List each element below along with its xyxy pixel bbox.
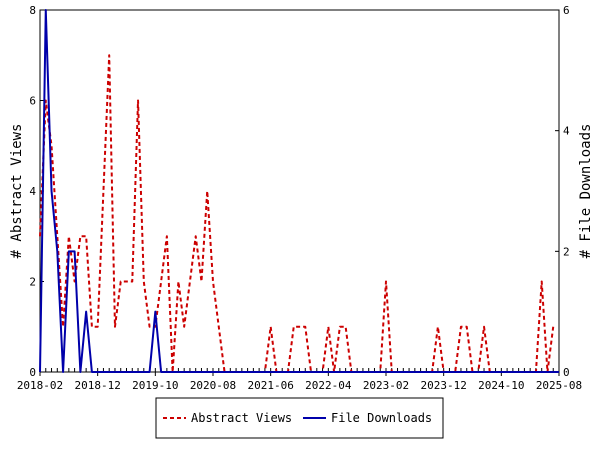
y-axis-label-left: # Abstract Views	[9, 124, 25, 259]
x-tick-label: 2023-12	[420, 379, 466, 392]
legend-box	[155, 397, 444, 439]
y-left-tick-label: 2	[29, 276, 36, 289]
x-tick-label: 2019-10	[132, 379, 178, 392]
x-tick-label: 2023-02	[363, 379, 409, 392]
y-left-tick-label: 0	[29, 366, 36, 379]
x-tick-label: 2021-06	[247, 379, 293, 392]
series-line-file-downloads	[39, 9, 559, 373]
legend: Abstract Views File Downloads	[155, 397, 444, 439]
legend-label-abstract-views: Abstract Views	[191, 411, 292, 425]
x-tick-label: 2025-08	[536, 379, 582, 392]
series-layer	[39, 9, 559, 373]
y-right-tick-label: 2	[563, 245, 570, 258]
legend-label-file-downloads: File Downloads	[331, 411, 432, 425]
plot-area	[39, 9, 560, 373]
ticks-layer: 2018-02 2018-12 2019-10 2020-08 2021-06 2022-…	[17, 4, 582, 392]
x-tick-label: 2018-02	[17, 379, 63, 392]
x-tick-label: 2024-10	[478, 379, 524, 392]
x-tick-label: 2020-08	[190, 379, 236, 392]
y-right-tick-label: 4	[563, 125, 570, 138]
y-left-tick-label: 4	[29, 185, 36, 198]
y-right-tick-label: 0	[563, 366, 570, 379]
x-tick-label: 2018-12	[74, 379, 120, 392]
y-left-tick-label: 6	[29, 95, 36, 108]
y-axis-label-right: # File Downloads	[578, 124, 594, 259]
y-right-tick-label: 6	[563, 4, 570, 17]
x-tick-label: 2022-04	[305, 379, 352, 392]
y-left-tick-label: 8	[29, 4, 36, 17]
